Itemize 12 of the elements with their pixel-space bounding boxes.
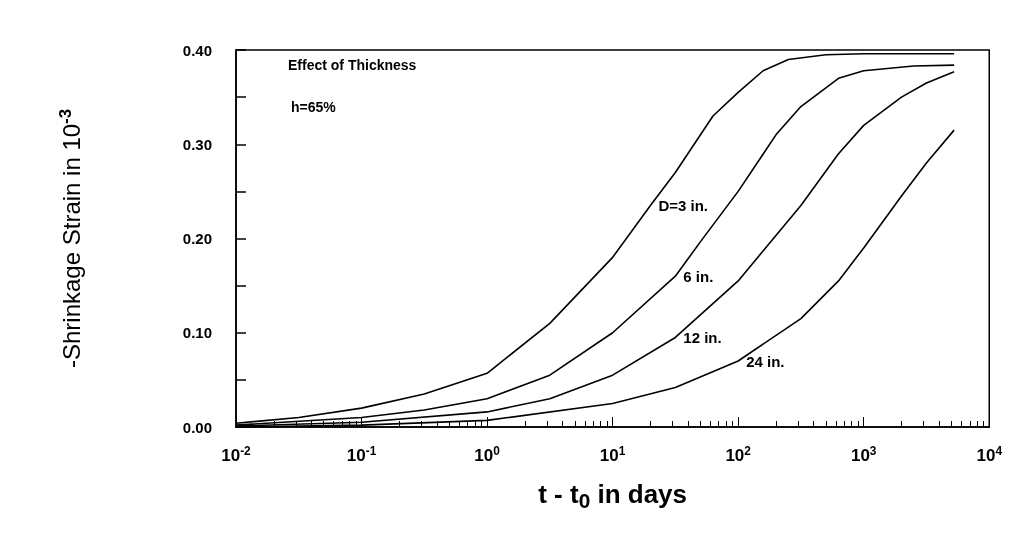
y-tick-label: 0.10 [182, 324, 212, 342]
y-tick-label: 0.20 [182, 230, 212, 247]
y-tick-label: 0.40 [182, 41, 212, 59]
series-label: 24 in. [746, 352, 785, 370]
y-axis-title: -Shrinkage Strain in 10-3 [56, 108, 85, 369]
series-label: 12 in. [683, 328, 722, 346]
y-tick-label: 0.30 [182, 135, 212, 153]
series-label: 6 in. [683, 267, 714, 285]
annotation: Effect of Thickness [288, 57, 417, 73]
series-label: D=3 in. [658, 197, 709, 215]
annotation: h=65% [291, 99, 337, 115]
y-tick-label: 0.00 [182, 418, 212, 436]
